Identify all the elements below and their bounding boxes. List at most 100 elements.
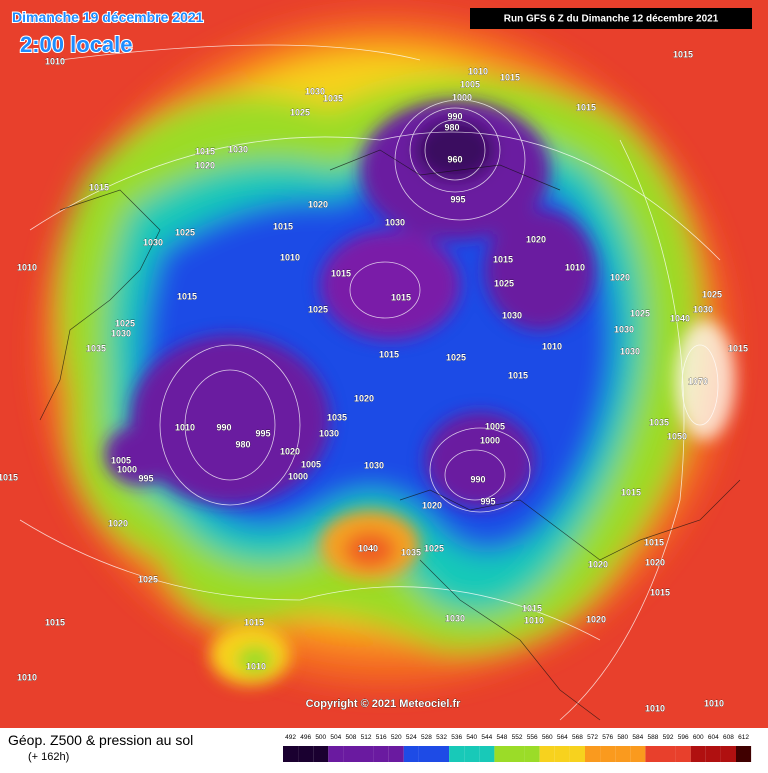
scale-label: 528 [421, 734, 432, 741]
coastlines [39, 149, 741, 721]
pressure-label: 1000 [480, 435, 500, 445]
scale-swatch [645, 746, 661, 762]
forecast-time: 2:00 locale [20, 32, 133, 57]
pressure-label: 1030 [502, 310, 522, 320]
pressure-label: 1025 [446, 352, 466, 362]
scale-swatch [660, 746, 676, 762]
pressure-label: 990 [216, 422, 231, 432]
pressure-label: 1040 [358, 543, 378, 553]
scale-swatch [509, 746, 525, 762]
pressure-label: 1035 [323, 93, 343, 103]
footer-title: Géop. Z500 & pression au sol [8, 732, 193, 748]
pressure-label: 1015 [576, 102, 596, 112]
scale-label: 584 [632, 734, 643, 741]
pressure-label: 1015 [500, 72, 520, 82]
scale-swatch [283, 746, 299, 762]
scale-label: 512 [361, 734, 372, 741]
scale-swatch [600, 746, 616, 762]
pressure-label: 1070 [688, 376, 708, 386]
pressure-label: 1000 [117, 464, 137, 474]
pressure-label: 995 [255, 428, 270, 438]
scale-swatch [615, 746, 631, 762]
scale-swatch [373, 746, 389, 762]
scale-label: 560 [542, 734, 553, 741]
scale-label: 520 [391, 734, 402, 741]
pressure-label: 1015 [244, 617, 264, 627]
pressure-label: 1020 [354, 393, 374, 403]
pressure-label: 1020 [422, 500, 442, 510]
scale-swatch [418, 746, 434, 762]
scale-label: 596 [678, 734, 689, 741]
copyright: Copyright © 2021 Meteociel.fr [306, 698, 462, 710]
scale-label: 612 [738, 734, 749, 741]
isobars [19, 44, 721, 721]
scale-swatch [313, 746, 329, 762]
pressure-label: 1015 [673, 49, 693, 59]
pressure-label: 1015 [273, 221, 293, 231]
pressure-label: 1015 [45, 617, 65, 627]
pressure-label: 1030 [305, 86, 325, 96]
pressure-label: 1025 [630, 308, 650, 318]
pressure-label: 990 [447, 111, 462, 121]
pressure-label: 1015 [493, 254, 513, 264]
pressure-label: 1020 [586, 614, 606, 624]
pressure-label: 1010 [524, 615, 544, 625]
scale-label: 580 [617, 734, 628, 741]
pressure-label: 1020 [645, 557, 665, 567]
pressure-label: 1025 [138, 574, 158, 584]
pressure-label: 1010 [17, 672, 37, 682]
scale-swatch [539, 746, 555, 762]
pressure-label: 995 [480, 496, 495, 506]
pressure-label: 1000 [452, 92, 472, 102]
pressure-label: 1010 [542, 341, 562, 351]
scale-swatch [720, 746, 736, 762]
pressure-label: 995 [138, 473, 153, 483]
pressure-label: 1025 [175, 227, 195, 237]
pressure-label: 1015 [644, 537, 664, 547]
scale-label: 592 [663, 734, 674, 741]
pressure-label: 1030 [111, 328, 131, 338]
scale-label: 516 [376, 734, 387, 741]
scale-swatch [464, 746, 480, 762]
scale-label: 504 [330, 734, 341, 741]
scale-label: 572 [587, 734, 598, 741]
scale-swatch [434, 746, 450, 762]
scale-label: 544 [481, 734, 492, 741]
scale-swatch [569, 746, 585, 762]
pressure-label: 1035 [401, 547, 421, 557]
pressure-label: 1015 [331, 268, 351, 278]
pressure-label: 1010 [246, 661, 266, 671]
scale-label: 604 [708, 734, 719, 741]
pressure-label: 1015 [177, 291, 197, 301]
pressure-label: 1015 [379, 349, 399, 359]
scale-swatch [630, 746, 646, 762]
pressure-label: 1005 [301, 459, 321, 469]
pressure-label: 1005 [485, 421, 505, 431]
pressure-label: 1010 [645, 703, 665, 713]
scale-label: 608 [723, 734, 734, 741]
scale-swatch [343, 746, 359, 762]
scale-label: 552 [512, 734, 523, 741]
pressure-label: 1030 [693, 304, 713, 314]
pressure-label: 1025 [424, 543, 444, 553]
pressure-label: 960 [447, 154, 462, 164]
pressure-label: 1020 [280, 446, 300, 456]
pressure-label: 1020 [308, 199, 328, 209]
pressure-label: 980 [444, 122, 459, 132]
scale-swatch [585, 746, 601, 762]
scale-label: 588 [648, 734, 659, 741]
scale-label: 568 [572, 734, 583, 741]
scale-label: 524 [406, 734, 417, 741]
pressure-label: 1030 [143, 237, 163, 247]
scale-swatch [494, 746, 510, 762]
pressure-label: 1015 [621, 487, 641, 497]
pressure-label: 1030 [364, 460, 384, 470]
scale-swatch [554, 746, 570, 762]
pressure-label: 1020 [610, 272, 630, 282]
scale-label: 508 [346, 734, 357, 741]
pressure-label: 1030 [445, 613, 465, 623]
pressure-label: 1010 [468, 66, 488, 76]
scale-swatch [736, 746, 752, 762]
scale-label: 532 [436, 734, 447, 741]
pressure-label: 1020 [526, 234, 546, 244]
